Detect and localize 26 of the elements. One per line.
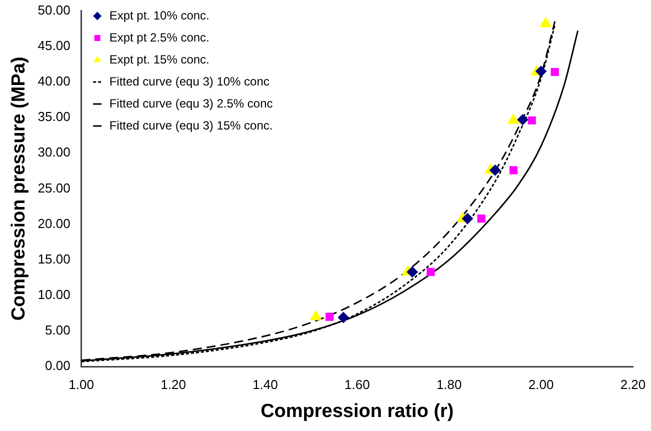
x-axis-title: Compression ratio (r) — [260, 400, 454, 422]
y-tick-label: 30.00 — [38, 144, 70, 160]
y-tick-label: 50.00 — [38, 2, 70, 18]
y-tick-label: 15.00 — [38, 251, 70, 266]
legend-label: Fitted curve (equ 3) 2.5% conc — [109, 96, 273, 110]
legend-label: Expt pt. 10% conc. — [109, 8, 210, 22]
legend-label: Fitted curve (equ 3) 15% conc. — [109, 118, 273, 132]
x-tick-label: 1.40 — [252, 376, 278, 392]
legend-label: Expt pt. 15% conc. — [109, 52, 210, 66]
x-tick-label: 2.00 — [528, 376, 554, 392]
legend-label: Fitted curve (equ 3) 10% conc — [109, 74, 270, 88]
y-tick-label: 45.00 — [38, 38, 70, 53]
legend-label: Expt pt 2.5% conc. — [109, 30, 210, 44]
y-tick-label: 0.00 — [45, 358, 70, 374]
y-tick-label: 35.00 — [38, 109, 70, 124]
y-tick-label: 10.00 — [38, 287, 70, 302]
x-tick-label: 2.20 — [620, 376, 646, 392]
y-tick-label: 40.00 — [38, 74, 70, 89]
y-tick-label: 25.00 — [38, 180, 70, 196]
x-tick-label: 1.00 — [68, 376, 94, 392]
y-axis-title: Compression pressure (MPa) — [8, 56, 30, 321]
x-tick-label: 1.60 — [344, 376, 370, 392]
y-tick-label: 5.00 — [45, 322, 70, 338]
y-tick-label: 20.00 — [38, 216, 70, 231]
x-tick-label: 1.80 — [436, 376, 462, 392]
x-tick-label: 1.20 — [160, 376, 186, 392]
